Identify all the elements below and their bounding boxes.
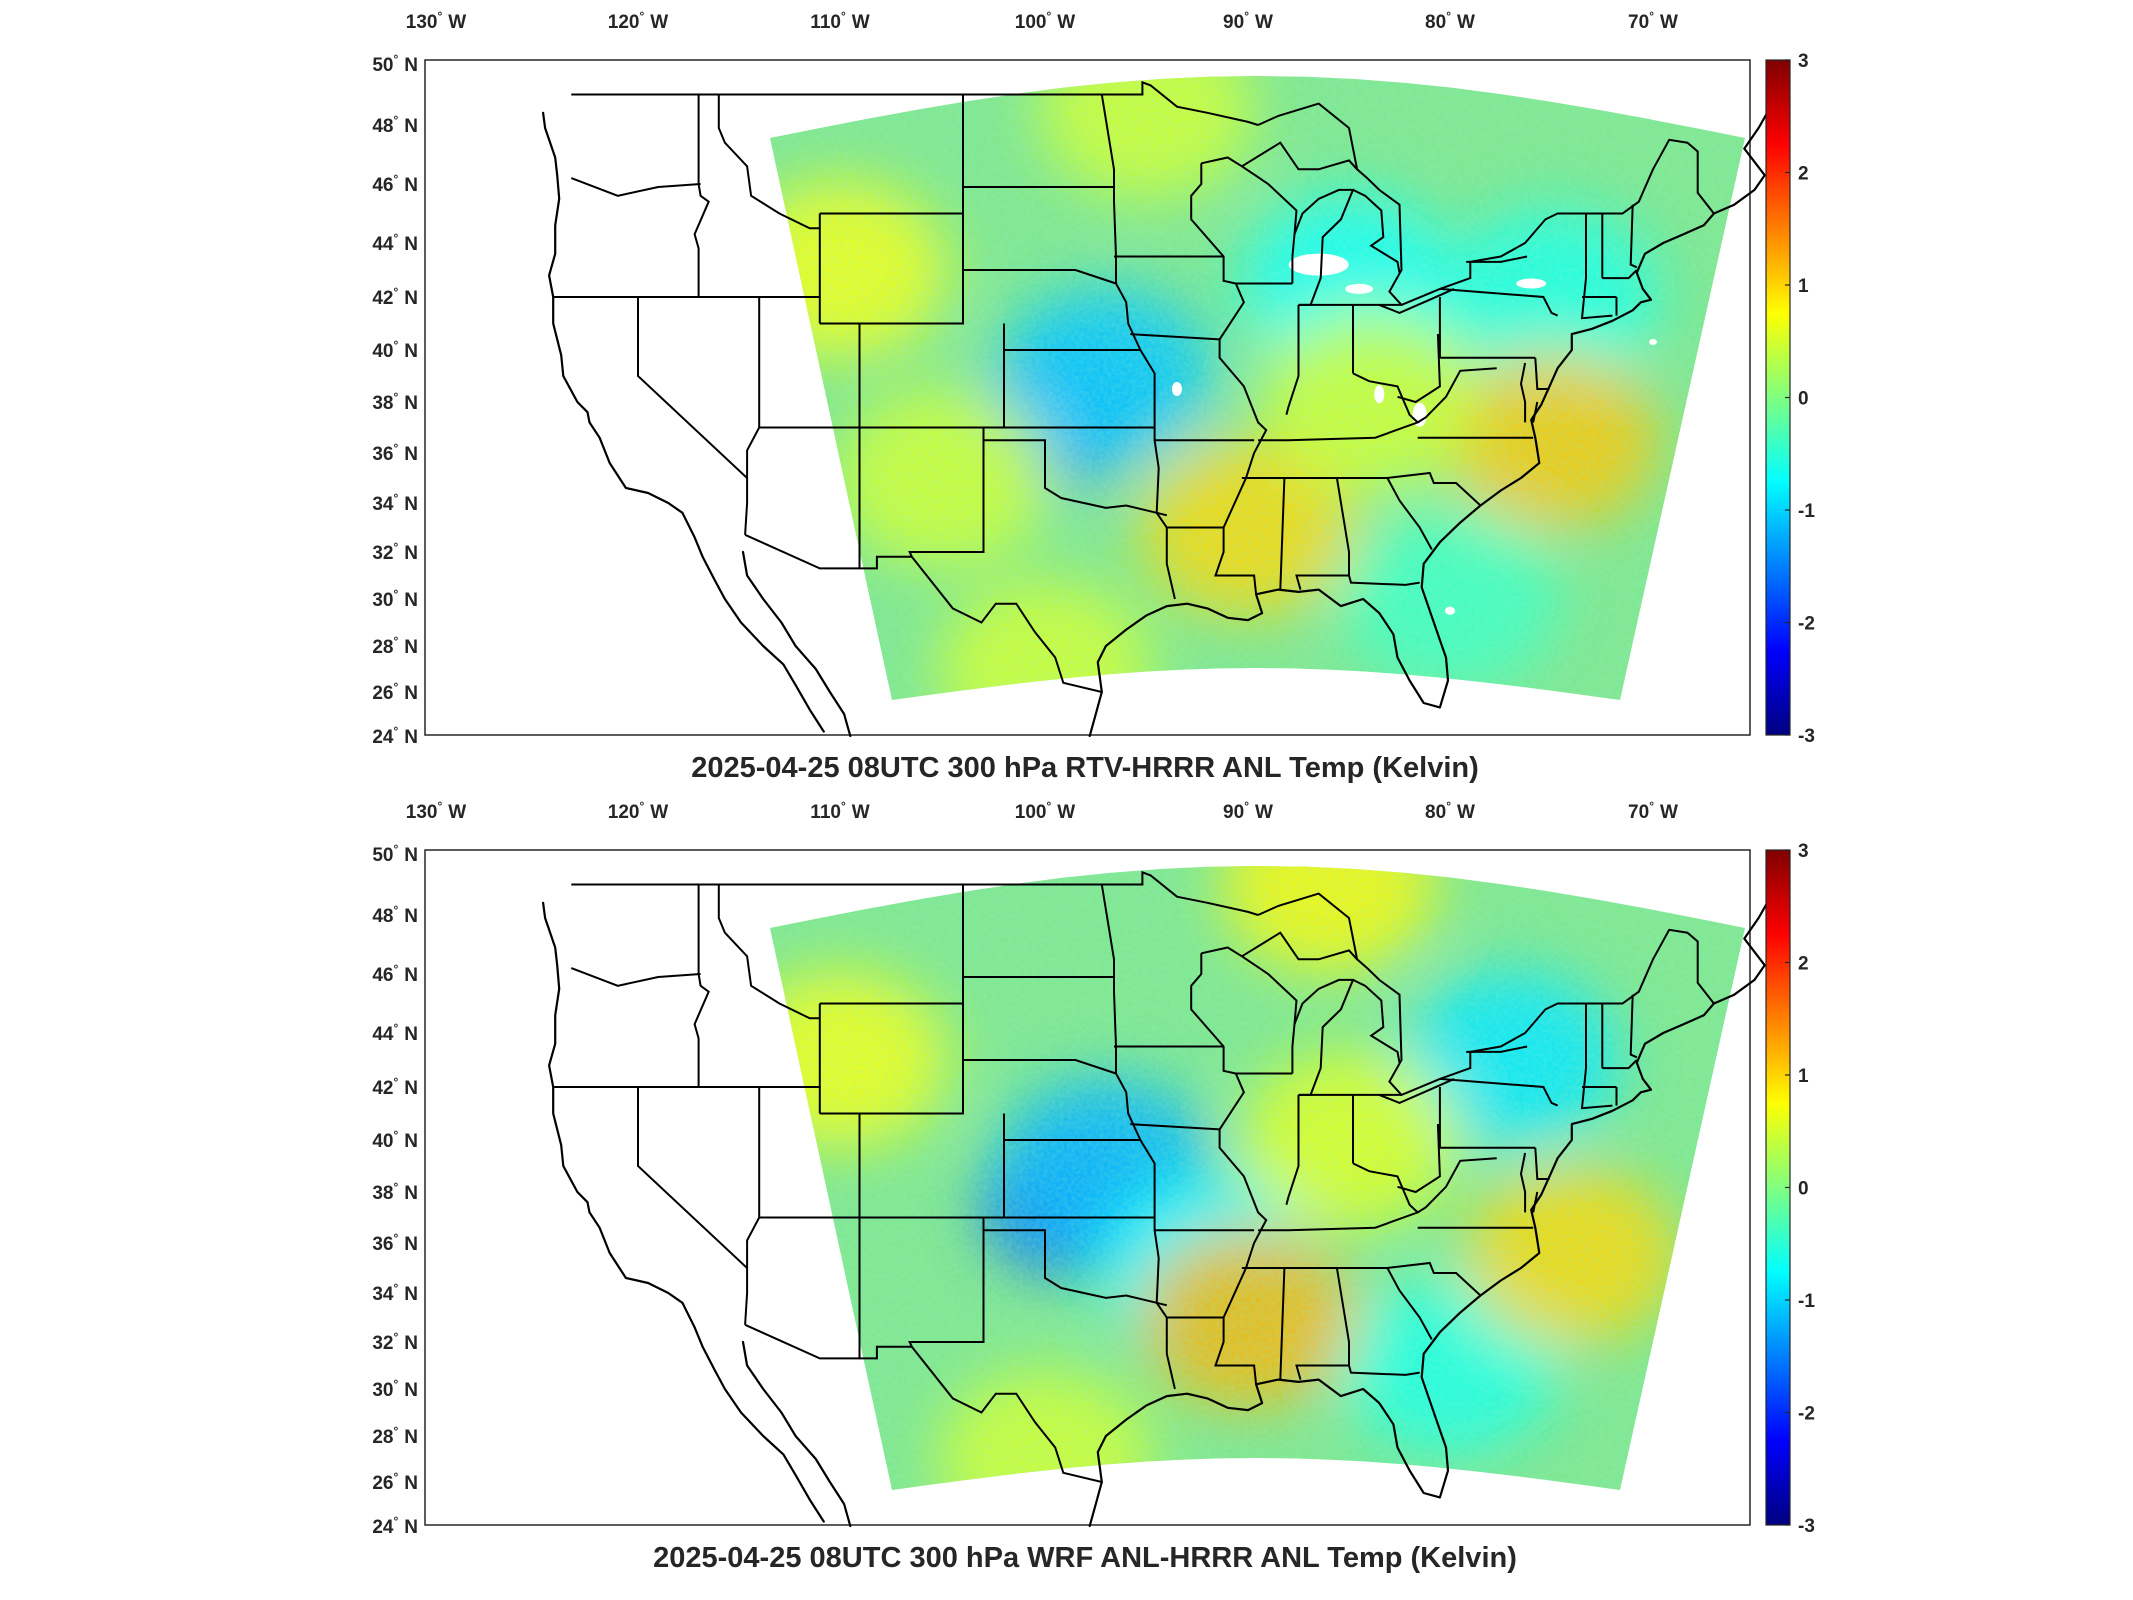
lat-tick-label: 44° N (372, 231, 418, 255)
colorbar-tick-label: 0 (1798, 389, 1809, 410)
lat-tick-label: 36° N (372, 1231, 418, 1255)
colorbar-tick-label: 1 (1798, 1066, 1809, 1087)
lat-tick-label: 34° N (372, 491, 418, 515)
colorbar-tick-label: -2 (1798, 614, 1815, 635)
lat-tick-label: 42° N (372, 1075, 418, 1099)
lat-tick-label: 24° N (372, 724, 418, 748)
lat-tick-label: 46° N (372, 172, 418, 196)
lon-tick-label: 90° W (1223, 9, 1273, 33)
lat-tick-label: 32° N (372, 540, 418, 564)
lat-tick-label: 40° N (372, 1128, 418, 1152)
lon-tick-label: 70° W (1628, 799, 1678, 823)
lon-tick-label: 100° W (1015, 799, 1076, 823)
lon-tick-label: 80° W (1425, 799, 1475, 823)
data-gap (1649, 339, 1657, 346)
lat-tick-label: 40° N (372, 338, 418, 362)
lon-tick-label: 90° W (1223, 799, 1273, 823)
temperature-field (770, 866, 1745, 1490)
data-gap (1374, 385, 1385, 404)
lat-tick-label: 34° N (372, 1281, 418, 1305)
map-panel-wrf-hrrr: 130° W 120° W 110° W 100° W 90° W 80° W 70° W 50° N 48° N… (372, 799, 1815, 1574)
lon-tick-label: 70° W (1628, 9, 1678, 33)
lat-tick-label: 26° N (372, 680, 418, 704)
colorbar-tick-label: -3 (1798, 726, 1815, 747)
colorbar-tick-label: -3 (1798, 1516, 1815, 1537)
lat-tick-label: 24° N (372, 1514, 418, 1538)
lon-tick-label: 100° W (1015, 9, 1076, 33)
lat-tick-label: 50° N (372, 842, 418, 866)
lat-tick-label: 26° N (372, 1470, 418, 1494)
lat-tick-label: 38° N (372, 390, 418, 414)
lon-tick-label: 110° W (810, 799, 869, 823)
data-gap (1445, 606, 1455, 615)
lon-tick-label: 130° W (406, 9, 467, 33)
lon-tick-label: 130° W (406, 799, 467, 823)
coastline-borders (542, 80, 1772, 738)
lat-tick-label: 30° N (372, 587, 418, 611)
lat-tick-label: 36° N (372, 441, 418, 465)
colorbar-tick-label: 1 (1798, 276, 1809, 297)
data-gap (1345, 283, 1374, 294)
lon-tick-label: 110° W (810, 9, 869, 33)
colorbar-tick-label: 3 (1798, 841, 1809, 862)
data-gap (1288, 253, 1349, 276)
lat-tick-label: 38° N (372, 1180, 418, 1204)
data-gap (1516, 278, 1547, 289)
data-gap (1171, 382, 1182, 396)
colorbar-tick-label: -1 (1798, 501, 1815, 522)
lon-tick-label: 120° W (608, 9, 669, 33)
lat-tick-label: 50° N (372, 52, 418, 76)
colorbar-tick-label: -1 (1798, 1291, 1815, 1312)
lat-tick-label: 28° N (372, 1424, 418, 1448)
lon-tick-label: 120° W (608, 799, 669, 823)
colorbar-tick-label: 0 (1798, 1179, 1809, 1200)
lat-tick-label: 28° N (372, 634, 418, 658)
lat-tick-label: 48° N (372, 113, 418, 137)
colorbar-tick-label: 2 (1798, 954, 1809, 975)
lon-tick-label: 80° W (1425, 9, 1475, 33)
colorbar-tick-label: 3 (1798, 51, 1809, 72)
lat-tick-label: 46° N (372, 962, 418, 986)
colorbar-tick-label: 2 (1798, 164, 1809, 185)
colorbar-tick-label: -2 (1798, 1404, 1815, 1425)
lat-tick-label: 44° N (372, 1021, 418, 1045)
map-panel-rtv-hrrr: 130° W 120° W 110° W 100° W 90° W 80° W 70° W 50° N 48° N… (372, 9, 1815, 784)
lat-tick-label: 30° N (372, 1377, 418, 1401)
coastline-borders (542, 870, 1772, 1528)
lat-tick-label: 42° N (372, 285, 418, 309)
lat-tick-label: 32° N (372, 1330, 418, 1354)
panel-title: 2025-04-25 08UTC 300 hPa WRF ANL-HRRR AN… (653, 1542, 1517, 1574)
panel-title: 2025-04-25 08UTC 300 hPa RTV-HRRR ANL Te… (691, 752, 1479, 784)
lat-tick-label: 48° N (372, 903, 418, 927)
